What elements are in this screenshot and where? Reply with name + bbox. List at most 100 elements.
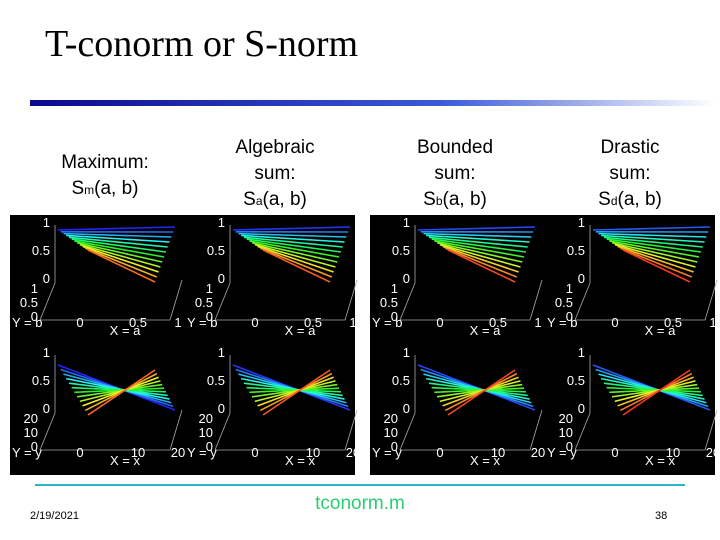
x-tick-label: 0.5 [489,315,507,330]
mesh-line [79,243,161,268]
y-tick-label: 10 [559,425,573,440]
heading-formula: Sa(a, b) [190,187,360,214]
mesh-line [249,240,340,258]
mesh-line [428,236,528,248]
z-tick-label: 0 [218,401,225,416]
args: (a, b) [262,189,307,210]
z-tick-label: 0.5 [392,243,410,258]
args: (a, b) [617,189,662,210]
mesh-line [622,249,691,283]
y-tick-label: 10 [199,425,213,440]
mesh-line [71,238,167,253]
y-axis-label: Y = b [547,315,577,330]
args: (a, b) [442,189,487,210]
plot-box [214,355,358,451]
subscript: d [610,194,618,208]
z-tick-label: 0 [403,271,410,286]
z-tick-label: 0 [403,401,410,416]
plot-background [10,215,355,475]
x-tick-label: 0 [76,315,83,330]
y-tick-label: 20 [559,411,573,426]
column-heading: Bounded sum: Sb(a, b) [370,135,540,214]
mesh-line [609,240,700,258]
x-tick-label: 0.5 [304,315,322,330]
mesh-line [417,226,536,231]
z-tick-label: 0.5 [32,243,50,258]
y-tick-label: 1 [206,281,213,296]
y-tick-label: 20 [24,411,38,426]
mesh-line [251,241,338,263]
footer-rule [35,484,685,486]
mesh-line [622,369,691,416]
z-tick-label: 0 [43,401,50,416]
y-tick-label: 10 [384,425,398,440]
z-tick-label: 1 [578,215,585,230]
mesh-line [442,245,519,273]
column-heading: Algebraic sum: Sa(a, b) [190,135,360,214]
symbol: S [423,189,436,210]
mesh-line [262,249,331,283]
heading-line: Bounded [416,137,494,158]
mesh-line [598,232,707,238]
mesh-line [434,240,525,258]
z-tick-label: 0 [578,401,585,416]
mesh-line [603,236,703,248]
mesh-line [87,369,156,416]
mesh-line [606,238,702,253]
mesh-line [619,247,693,278]
y-axis-label: Y = b [187,315,217,330]
y-tick-label: 0 [31,439,38,454]
x-axis-label: X = a [645,323,676,338]
mesh-line [238,232,347,238]
footer-file: tconorm.m [315,493,405,514]
x-axis-label: X = x [110,453,140,468]
y-tick-label: 0 [391,309,398,324]
mesh-line [601,234,705,243]
z-tick-label: 0.5 [392,373,410,388]
mesh-line [447,369,516,416]
mesh-line [611,241,698,263]
heading-line: Drastic [600,137,660,158]
z-tick-label: 1 [403,215,410,230]
y-tick-label: 0 [31,309,38,324]
plot-box [214,225,358,321]
y-tick-label: 0 [566,439,573,454]
z-tick-label: 1 [403,345,410,360]
y-axis-label: Y = y [372,445,402,460]
x-tick-label: 0 [436,445,443,460]
mesh-line [246,238,342,253]
x-tick-label: 0 [251,315,258,330]
y-tick-label: 1 [391,281,398,296]
z-tick-label: 0.5 [207,373,225,388]
plot-background [370,215,715,475]
y-tick-label: 1 [31,281,38,296]
x-tick-label: 0 [611,315,618,330]
mesh-line [426,234,530,243]
x-tick-label: 0.5 [129,315,147,330]
plot-box [399,355,543,451]
x-tick-label: 10 [491,445,505,460]
plot-box [39,225,183,321]
x-tick-label: 1 [349,315,356,330]
mesh-line [436,241,523,263]
z-tick-label: 0 [43,271,50,286]
heading-line: Algebraic [235,137,315,158]
y-tick-label: 1 [566,281,573,296]
heading-formula: Sm(a, b) [20,176,190,203]
y-axis-label: Y = b [372,315,402,330]
mesh-line [617,245,694,273]
mesh-line [232,226,351,231]
mesh-line [423,232,532,238]
heading-line: sum: [434,163,476,184]
mesh-line [241,234,345,243]
x-tick-label: 20 [346,445,360,460]
footer-date: 2/19/2021 [30,510,79,522]
subscript: b [435,194,443,208]
y-tick-label: 10 [24,425,38,440]
mesh-line [68,236,168,248]
y-axis-label: Y = y [12,445,42,460]
mesh-line [254,243,336,268]
title-rule [30,100,715,106]
